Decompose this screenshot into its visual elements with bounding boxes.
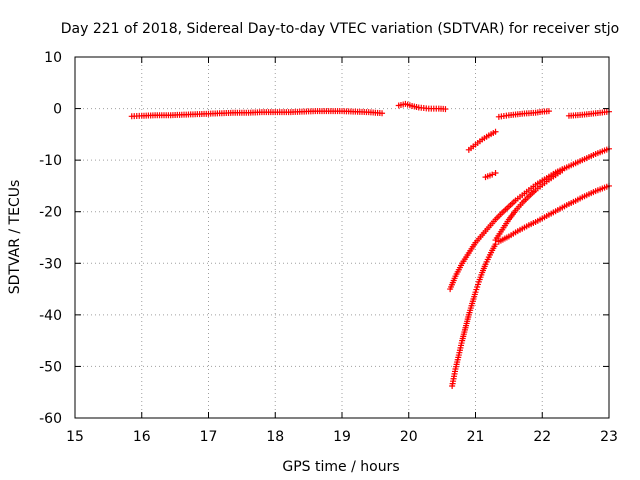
data-point [492,170,499,177]
y-tick-label: -50 [39,359,62,375]
y-tick-label: -20 [39,205,62,221]
x-tick-label: 18 [266,429,284,445]
x-tick-label: 22 [533,429,551,445]
data-point [379,110,386,117]
x-axis-title: GPS time / hours [282,459,399,475]
data-series [447,166,566,293]
data-series [395,100,449,113]
data-point [442,106,449,113]
x-tick-label: 23 [600,429,618,445]
y-tick-label: -30 [39,256,62,272]
x-tick-label: 16 [133,429,151,445]
data-series [449,241,499,390]
data-series [482,170,499,181]
x-tick-label: 21 [467,429,485,445]
axis-ticks [74,56,610,419]
y-tick-label: -60 [39,411,62,427]
data-point [492,128,499,135]
data-series [465,128,499,153]
data-series [495,182,612,245]
x-tick-label: 19 [333,429,351,445]
y-tick-label: -10 [39,153,62,169]
data-series [495,108,552,120]
x-tick-label: 15 [66,429,84,445]
grid-lines [75,57,609,418]
y-tick-label: -40 [39,308,62,324]
x-tick-label: 17 [200,429,218,445]
y-tick-label: 10 [44,50,62,66]
data-point [489,171,496,178]
data-points [128,100,612,390]
data-series [552,145,612,176]
data-series [565,108,612,119]
chart-title: Day 221 of 2018, Sidereal Day-to-day VTE… [61,21,619,37]
data-series [128,108,386,120]
x-tick-labels: 15 16 17 18 19 20 21 22 23 [66,429,618,445]
data-point [545,108,552,115]
x-tick-label: 20 [400,429,418,445]
y-tick-labels: 10 0 -10 -20 -30 -40 -50 -60 [39,50,62,427]
y-axis-title: SDTVAR / TECUs [7,180,23,295]
y-tick-label: 0 [53,102,62,118]
data-series [492,167,566,244]
